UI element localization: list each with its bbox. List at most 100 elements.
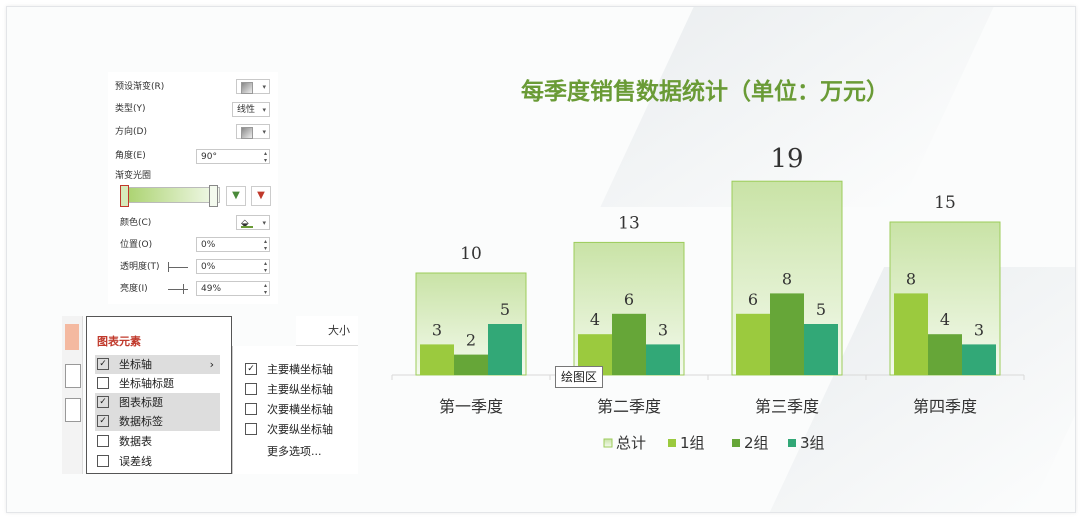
legend-label[interactable]: 2组 (744, 434, 769, 452)
menu-item-label: 数据表 (119, 435, 152, 448)
bar-3[interactable] (488, 324, 522, 375)
bar-2[interactable] (454, 354, 488, 375)
position-label: 位置(O) (120, 240, 153, 250)
bar-2[interactable] (928, 334, 962, 375)
chart-elements-flyout: 大小 图表元素 ✓ 坐标轴 › 坐标轴标题 ✓ 图表标题 ✓ 数据标签 数据表 误差线… (62, 316, 358, 474)
x-tick-label[interactable]: 第一季度 (439, 397, 503, 416)
type-select[interactable]: 线性 ▾ (232, 102, 270, 117)
remove-stop-icon[interactable]: ▼ (251, 186, 271, 206)
checkbox-checked-icon[interactable]: ✓ (245, 363, 257, 375)
data-label-1[interactable]: 6 (748, 290, 758, 309)
checkbox-icon[interactable] (97, 455, 109, 467)
bar-1[interactable] (736, 313, 770, 375)
add-stop-icon[interactable]: ▼ (226, 186, 246, 206)
slider-thumb[interactable] (168, 262, 169, 272)
chart-title[interactable]: 每季度销售数据统计（单位：万元） (521, 78, 889, 105)
x-tick-label[interactable]: 第四季度 (913, 397, 977, 416)
bar-2[interactable] (770, 293, 804, 375)
data-label-total[interactable]: 10 (460, 244, 482, 264)
data-label-1[interactable]: 8 (906, 269, 916, 288)
transparency-input[interactable]: 0% ▴ ▾ (196, 259, 270, 274)
bar-1[interactable] (894, 293, 928, 375)
menu-item-axes[interactable]: ✓ 坐标轴 › (95, 355, 220, 374)
brightness-slider[interactable] (168, 289, 188, 290)
toolbar-strip (62, 316, 83, 474)
spinner-icon[interactable]: ▴ ▾ (263, 238, 267, 252)
position-value: 0% (201, 240, 216, 250)
menu-item-error-bars[interactable]: 误差线 (95, 452, 220, 471)
spinner-icon[interactable]: ▴ ▾ (263, 260, 267, 274)
angle-value: 90° (201, 152, 217, 162)
data-label-3[interactable]: 3 (658, 320, 668, 339)
bar-2[interactable] (612, 313, 646, 375)
data-label-total[interactable]: 19 (770, 144, 803, 174)
color-picker-button[interactable]: ⬙ ▾ (236, 215, 270, 230)
side-button[interactable] (65, 364, 81, 388)
legend-swatch-3[interactable] (788, 439, 796, 447)
data-label-2[interactable]: 2 (466, 331, 476, 350)
checkbox-icon[interactable] (97, 435, 109, 447)
direction-button[interactable]: ▾ (236, 124, 270, 139)
x-tick-label[interactable]: 第二季度 (597, 397, 661, 416)
checkbox-checked-icon[interactable]: ✓ (97, 358, 109, 370)
menu-item-axis-titles[interactable]: 坐标轴标题 (95, 374, 220, 393)
chart-elements-tab[interactable] (65, 324, 79, 350)
checkbox-icon[interactable] (245, 423, 257, 435)
data-label-3[interactable]: 5 (816, 300, 826, 319)
more-options-link[interactable]: 更多选项... (267, 445, 322, 458)
data-label-3[interactable]: 3 (974, 320, 984, 339)
spinner-icon[interactable]: ▴ ▾ (263, 282, 267, 296)
bar-3[interactable] (804, 324, 838, 375)
data-label-1[interactable]: 3 (432, 320, 442, 339)
bar-3[interactable] (962, 344, 996, 375)
menu-item-data-labels[interactable]: ✓ 数据标签 (95, 412, 220, 431)
x-tick-label[interactable]: 第三季度 (755, 397, 819, 416)
checkbox-icon[interactable] (97, 377, 109, 389)
legend-swatch-1[interactable] (668, 439, 676, 447)
gradient-swatch-icon (241, 82, 253, 94)
legend-label[interactable]: 3组 (800, 434, 825, 452)
menu-item-label: 图表标题 (119, 396, 163, 409)
data-label-total[interactable]: 15 (934, 193, 956, 213)
slider-thumb[interactable] (183, 284, 184, 294)
submenu-item-secondary-vertical[interactable]: 次要纵坐标轴 (243, 420, 333, 439)
gradient-stops-label: 渐变光圈 (115, 171, 152, 181)
transparency-slider[interactable] (168, 267, 188, 268)
brightness-input[interactable]: 49% ▴ ▾ (196, 281, 270, 296)
checkbox-checked-icon[interactable]: ✓ (97, 415, 109, 427)
legend-label[interactable]: 1组 (680, 434, 705, 452)
size-tab[interactable]: 大小 (296, 316, 358, 346)
spinner-icon[interactable]: ▴ ▾ (263, 150, 267, 164)
legend-swatch-2[interactable] (732, 439, 740, 447)
menu-item-label: 数据标签 (119, 415, 163, 428)
legend-swatch-total[interactable] (603, 438, 613, 448)
data-label-2[interactable]: 6 (624, 290, 634, 309)
data-label-1[interactable]: 4 (590, 310, 600, 329)
preset-gradient-button[interactable]: ▾ (236, 79, 270, 94)
gradient-stop-handle[interactable] (209, 185, 218, 207)
checkbox-checked-icon[interactable]: ✓ (97, 396, 109, 408)
position-input[interactable]: 0% ▴ ▾ (196, 237, 270, 252)
side-button[interactable] (65, 398, 81, 422)
submenu-item-label: 次要横坐标轴 (267, 403, 333, 416)
data-label-3[interactable]: 5 (500, 300, 510, 319)
gradient-stop-handle[interactable] (120, 185, 129, 207)
checkbox-icon[interactable] (245, 403, 257, 415)
chart-elements-menu: 图表元素 ✓ 坐标轴 › 坐标轴标题 ✓ 图表标题 ✓ 数据标签 数据表 误差线 (86, 316, 232, 474)
format-pane: 预设渐变(R) ▾ 类型(Y) 线性 ▾ 方向(D) ▾ 角度(E) 90° ▴… (108, 72, 278, 304)
submenu-item-primary-vertical[interactable]: 主要纵坐标轴 (243, 380, 333, 399)
bar-3[interactable] (646, 344, 680, 375)
submenu-item-primary-horizontal[interactable]: ✓ 主要横坐标轴 (243, 360, 333, 379)
legend-label[interactable]: 总计 (616, 434, 646, 452)
menu-item-data-table[interactable]: 数据表 (95, 432, 220, 451)
menu-item-chart-title[interactable]: ✓ 图表标题 (95, 393, 220, 412)
data-label-2[interactable]: 4 (940, 310, 950, 329)
submenu-item-secondary-horizontal[interactable]: 次要横坐标轴 (243, 400, 333, 419)
type-label: 类型(Y) (115, 104, 146, 114)
data-label-total[interactable]: 13 (618, 213, 640, 233)
bar-1[interactable] (420, 344, 454, 375)
data-label-2[interactable]: 8 (782, 269, 792, 288)
angle-input[interactable]: 90° ▴ ▾ (196, 149, 270, 164)
checkbox-icon[interactable] (245, 383, 257, 395)
